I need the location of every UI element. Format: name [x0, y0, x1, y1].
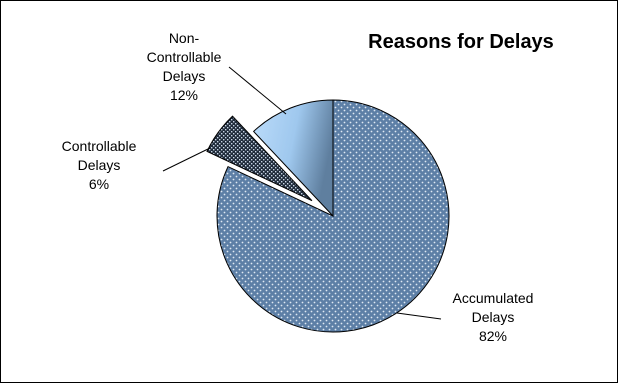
slice-label-line: 82% — [479, 328, 507, 344]
slice-label-line: Delays — [78, 157, 121, 173]
slice-label-line: Accumulated — [453, 290, 534, 306]
slice-label-line: Controllable — [147, 49, 222, 65]
slice-label-line: Delays — [472, 309, 515, 325]
pie-slices — [206, 99, 450, 333]
label-leader-lines — [162, 66, 442, 320]
pie-slice-controllable — [206, 115, 313, 202]
chart-title: Reasons for Delays — [368, 31, 554, 53]
slice-label-noncontrollable: Non- Controllable Delays 12% — [147, 30, 222, 103]
slice-label-line: Controllable — [62, 138, 137, 154]
leader-line-controllable — [162, 147, 211, 172]
pie-slice-noncontrollable — [252, 99, 334, 218]
slice-label-controllable: Controllable Delays 6% — [62, 138, 137, 192]
slice-label-accumulated: Accumulated Delays 82% — [453, 290, 534, 344]
slice-label-line: 6% — [89, 176, 109, 192]
slice-label-line: Non- — [169, 30, 200, 46]
leader-line-noncontrollable — [228, 66, 287, 115]
slice-label-line: 12% — [170, 87, 198, 103]
leader-line-accumulated — [396, 312, 442, 320]
slice-label-line: Delays — [163, 68, 206, 84]
slice-labels: Accumulated Delays 82% Controllable Delays 6%… — [62, 30, 534, 344]
